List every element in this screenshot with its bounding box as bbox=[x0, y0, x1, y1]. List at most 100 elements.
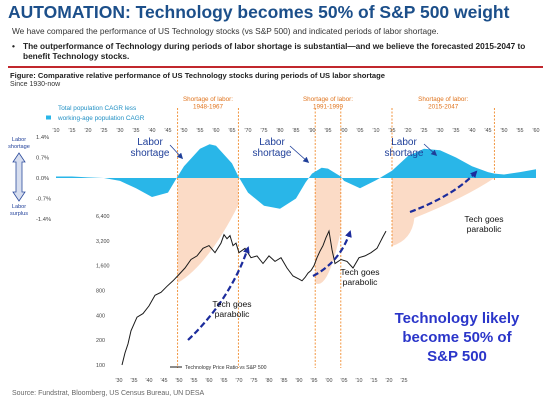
side-label-shortage-2: shortage bbox=[8, 144, 30, 150]
labor-shortage-label-1-b: shortage bbox=[131, 148, 170, 159]
bottom-xtick-label: '65 bbox=[220, 378, 227, 384]
top-xtick-label: '55 bbox=[196, 128, 203, 134]
top-xtick-label: '30 bbox=[436, 128, 443, 134]
top-xtick-label: '05 bbox=[356, 128, 363, 134]
bullet-dot: • bbox=[12, 41, 15, 51]
top-xtick-label: '50 bbox=[180, 128, 187, 134]
parabolic-arrow-2 bbox=[312, 230, 352, 277]
top-xtick-label: '00 bbox=[340, 128, 347, 134]
top-ytick-label: -1.4% bbox=[36, 217, 51, 223]
page-subtitle: We have compared the performance of US T… bbox=[12, 26, 439, 36]
top-xtick-label: '35 bbox=[132, 128, 139, 134]
big-claim-line1: Technology likely bbox=[395, 310, 520, 327]
top-xtick-label: '40 bbox=[148, 128, 155, 134]
key-point-text: The outperformance of Technology during … bbox=[23, 41, 526, 61]
bottom-xtick-label: '75 bbox=[250, 378, 257, 384]
top-xtick-label: '65 bbox=[228, 128, 235, 134]
top-xtick-label: '90 bbox=[308, 128, 315, 134]
labor-shortage-label-2: Labor bbox=[259, 137, 285, 148]
top-xtick-label: '30 bbox=[116, 128, 123, 134]
bottom-ytick-label: 6,400 bbox=[96, 214, 110, 220]
top-xtick-label: '70 bbox=[244, 128, 251, 134]
bottom-xtick-label: '00 bbox=[325, 378, 332, 384]
shortage-area-1 bbox=[177, 178, 239, 283]
labor-arrow-1 bbox=[169, 144, 184, 160]
legend-label-line1: Total population CAGR less bbox=[58, 105, 136, 112]
title-rule bbox=[8, 66, 543, 68]
shortage-period-3: 2015-2047 bbox=[428, 104, 459, 111]
cagr-panel: 1.4% 0.7% 0.0% -0.7% -1.4% '10 '15 '20 '25 '30 '35… bbox=[8, 105, 539, 223]
shortage-label-2: Shortage of labor: bbox=[303, 96, 353, 103]
big-claim-line2: become 50% of bbox=[402, 329, 512, 346]
top-ytick-label: 0.0% bbox=[36, 176, 49, 182]
top-ytick-label: 0.7% bbox=[36, 156, 49, 162]
bottom-xtick-label: '55 bbox=[190, 378, 197, 384]
top-xtick-label: '25 bbox=[420, 128, 427, 134]
labor-arrow-2 bbox=[289, 145, 310, 163]
top-ytick-label: 1.4% bbox=[36, 135, 49, 141]
top-xtick-label: '45 bbox=[164, 128, 171, 134]
top-xtick-label: '35 bbox=[452, 128, 459, 134]
shortage-label-3: Shortage of labor: bbox=[418, 96, 468, 103]
bottom-xtick-label: '95 bbox=[310, 378, 317, 384]
source-note: Source: Fundstrat, Bloomberg, US Census … bbox=[12, 390, 205, 397]
bottom-xtick-label: '70 bbox=[235, 378, 242, 384]
bottom-ytick-label: 800 bbox=[96, 289, 105, 295]
bottom-xtick-label: '35 bbox=[130, 378, 137, 384]
top-xtick-label: '85 bbox=[292, 128, 299, 134]
labor-shortage-label-3-b: shortage bbox=[385, 148, 424, 159]
labor-arrow-3 bbox=[423, 143, 438, 157]
tech-parabolic-3-line2: parabolic bbox=[467, 224, 503, 234]
page-title: AUTOMATION: Technology becomes 50% of S&… bbox=[8, 2, 510, 22]
price-ratio-line bbox=[121, 229, 387, 366]
shortage-period-1: 1948-1967 bbox=[193, 104, 224, 111]
bottom-ytick-label: 1,600 bbox=[96, 264, 110, 270]
cagr-series-area bbox=[56, 144, 536, 209]
bottom-xtick-label: '85 bbox=[280, 378, 287, 384]
bottom-ytick-label: 3,200 bbox=[96, 239, 110, 245]
top-xtick-label: '60 bbox=[532, 128, 539, 134]
tech-parabolic-2-line1: Tech goes bbox=[340, 267, 379, 277]
legend-swatch bbox=[46, 115, 51, 120]
bottom-legend-label: Technology Price Ratio vs S&P 500 bbox=[185, 365, 267, 371]
top-xtick-label: '25 bbox=[100, 128, 107, 134]
shortage-area-3 bbox=[392, 178, 495, 246]
shortage-label-1: Shortage of labor: bbox=[183, 96, 233, 103]
price-ratio-panel: 6,400 3,200 1,600 800 400 200 100 '30 '35 '40 '45 '… bbox=[96, 214, 408, 384]
bottom-xtick-label: '45 bbox=[160, 378, 167, 384]
top-xtick-label: '20 bbox=[84, 128, 91, 134]
tech-parabolic-1-line1: Tech goes bbox=[212, 299, 251, 309]
bottom-ytick-label: 100 bbox=[96, 363, 105, 369]
shortage-area-2 bbox=[315, 178, 341, 284]
bottom-xtick-label: '90 bbox=[295, 378, 302, 384]
top-xtick-label: '10 bbox=[372, 128, 379, 134]
bottom-ytick-label: 200 bbox=[96, 338, 105, 344]
figure-since: Since 1930-now bbox=[10, 81, 61, 88]
labor-shortage-label-1: Labor bbox=[137, 137, 163, 148]
top-xtick-label: '10 bbox=[52, 128, 59, 134]
top-xtick-label: '55 bbox=[516, 128, 523, 134]
top-xtick-label: '40 bbox=[468, 128, 475, 134]
top-xtick-label: '15 bbox=[388, 128, 395, 134]
top-ytick-label: -0.7% bbox=[36, 197, 51, 203]
figure-title: Figure: Comparative relative performance… bbox=[10, 71, 385, 80]
tech-parabolic-2-line2: parabolic bbox=[343, 277, 379, 287]
bottom-xtick-label: '30 bbox=[115, 378, 122, 384]
top-xtick-label: '60 bbox=[212, 128, 219, 134]
side-label-shortage: Labor bbox=[12, 137, 26, 143]
tech-parabolic-1-line2: parabolic bbox=[215, 309, 251, 319]
bottom-xtick-label: '60 bbox=[205, 378, 212, 384]
side-label-surplus: Labor bbox=[12, 204, 26, 210]
side-label-surplus-2: surplus bbox=[10, 211, 28, 217]
top-xtick-label: '80 bbox=[276, 128, 283, 134]
top-xtick-label: '75 bbox=[260, 128, 267, 134]
bottom-xtick-label: '10 bbox=[355, 378, 362, 384]
key-point: • The outperformance of Technology durin… bbox=[12, 41, 542, 61]
top-xtick-label: '45 bbox=[484, 128, 491, 134]
labor-shortage-label-3: Labor bbox=[391, 137, 417, 148]
bottom-ytick-label: 400 bbox=[96, 313, 105, 319]
parabolic-arrow-1 bbox=[187, 246, 250, 341]
bottom-xtick-label: '05 bbox=[340, 378, 347, 384]
